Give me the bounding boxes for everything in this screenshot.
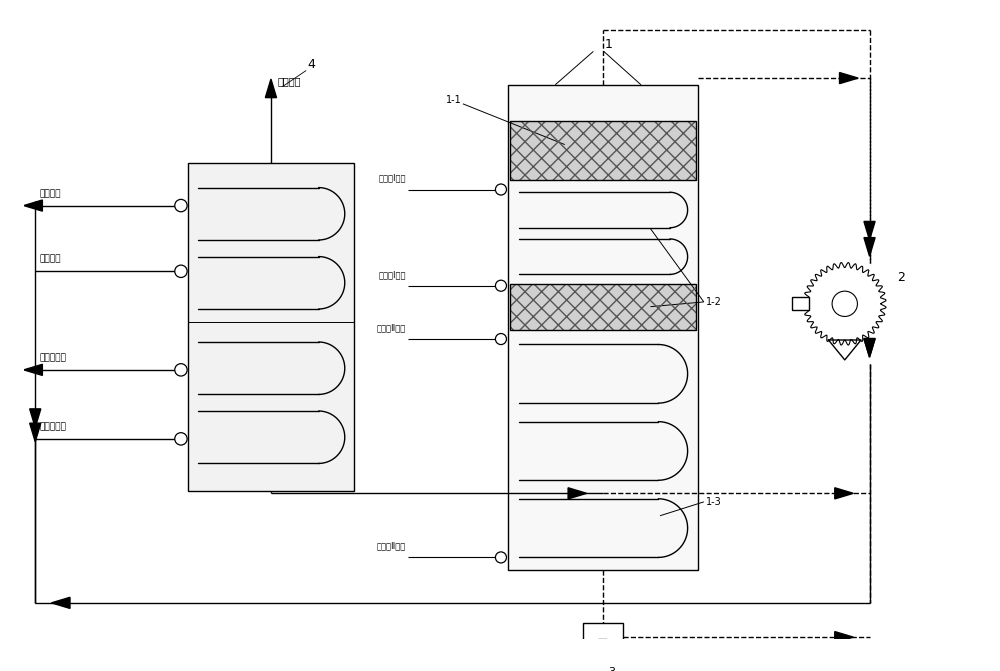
Polygon shape — [568, 488, 587, 499]
Text: 3: 3 — [609, 668, 616, 671]
Text: 燃料气进口: 燃料气进口 — [39, 422, 66, 431]
Polygon shape — [24, 364, 42, 376]
Polygon shape — [864, 238, 875, 256]
Polygon shape — [599, 639, 607, 654]
Circle shape — [175, 265, 187, 278]
Polygon shape — [30, 423, 41, 442]
Text: 1-1: 1-1 — [446, 95, 461, 105]
Text: 加热体Ⅱ进口: 加热体Ⅱ进口 — [376, 541, 406, 551]
Text: 加热体Ⅰ出口: 加热体Ⅰ出口 — [378, 174, 406, 183]
Bar — [510, 121, 696, 180]
Bar — [510, 121, 696, 180]
Polygon shape — [30, 409, 41, 427]
Bar — [510, 284, 696, 329]
Polygon shape — [828, 340, 861, 360]
Text: 1-3: 1-3 — [706, 497, 721, 507]
Text: 加热体Ⅰ进口: 加热体Ⅰ进口 — [378, 270, 406, 279]
Text: 空气出口: 空气出口 — [39, 189, 61, 198]
Circle shape — [495, 280, 506, 291]
Bar — [510, 284, 696, 329]
Text: 1: 1 — [605, 38, 613, 51]
Text: 1-2: 1-2 — [706, 297, 722, 307]
Polygon shape — [864, 339, 875, 357]
Polygon shape — [840, 72, 858, 84]
Bar — [510, 121, 696, 180]
Polygon shape — [804, 262, 886, 345]
Polygon shape — [24, 200, 42, 211]
Bar — [583, 623, 623, 652]
Text: 烟气出口: 烟气出口 — [278, 76, 301, 86]
Circle shape — [175, 199, 187, 212]
Circle shape — [832, 291, 857, 317]
Circle shape — [495, 184, 506, 195]
Bar — [510, 284, 696, 329]
Bar — [792, 297, 809, 310]
Polygon shape — [51, 597, 70, 609]
Circle shape — [495, 552, 506, 563]
Polygon shape — [835, 631, 853, 643]
Bar — [188, 163, 354, 491]
Text: 加热体Ⅱ出口: 加热体Ⅱ出口 — [376, 323, 406, 332]
Polygon shape — [265, 79, 277, 97]
Text: 2: 2 — [897, 270, 905, 284]
Circle shape — [175, 433, 187, 445]
Bar — [508, 85, 698, 570]
Text: 燃料气出口: 燃料气出口 — [39, 353, 66, 362]
Text: 4: 4 — [307, 58, 315, 71]
Polygon shape — [864, 221, 875, 240]
Circle shape — [175, 364, 187, 376]
Polygon shape — [835, 488, 853, 499]
Polygon shape — [864, 339, 875, 357]
Text: 空气进口: 空气进口 — [39, 255, 61, 264]
Circle shape — [495, 333, 506, 345]
